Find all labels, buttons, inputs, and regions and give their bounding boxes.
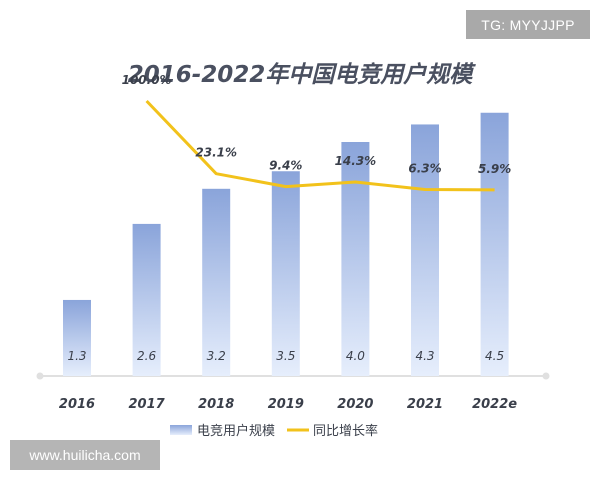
bar-value-label-2021: 4.3 [415,349,434,363]
legend-bar-swatch [170,425,192,435]
bar-value-label-2017: 2.6 [137,349,156,363]
x-tick-label-2020: 2020 [337,397,373,412]
growth-label-2022e: 5.9% [478,162,511,176]
bar-value-label-2022e: 4.5 [485,349,504,363]
legend: 电竞用户规模 同比增长率 [170,423,378,439]
bar-2020 [341,142,370,376]
x-tick-label-2016: 2016 [59,397,95,412]
x-tick-label-2017: 2017 [129,397,166,412]
x-axis-right-cap [542,372,550,380]
bar-value-label-2019: 3.5 [276,349,295,363]
bar-value-label-2016: 1.3 [67,349,86,363]
growth-label-2019: 9.4% [269,159,302,173]
growth-label-2018: 23.1% [195,146,237,160]
bar-2019 [271,171,300,376]
growth-rate-line [145,99,495,192]
growth-label-2017: 100.0% [122,73,172,87]
growth-label-2021: 6.3% [408,162,441,176]
site-watermark: www.huilicha.com [10,440,160,470]
telegram-badge: TG: MYYJJPP [466,10,590,39]
bar-2016 [63,299,91,376]
legend-bar-label: 电竞用户规模 [197,423,275,439]
bar-value-label-2018: 3.2 [207,349,226,363]
growth-label-2020: 14.3% [335,154,377,168]
legend-line-label: 同比增长率 [313,423,378,439]
x-tick-label-2018: 2018 [198,397,234,412]
bar-2017 [132,223,161,376]
x-axis-left-cap [36,372,44,380]
chart-title: 2016-2022年中国电竞用户规模 [127,62,473,88]
x-tick-label-2021: 2021 [407,397,443,412]
x-tick-label-2019: 2019 [268,397,304,412]
bar-2018 [202,188,231,376]
bar-value-label-2020: 4.0 [346,349,365,363]
x-tick-label-2022e: 2022e [472,397,517,412]
bar-2021 [411,124,439,376]
bar-2022e [480,112,509,376]
